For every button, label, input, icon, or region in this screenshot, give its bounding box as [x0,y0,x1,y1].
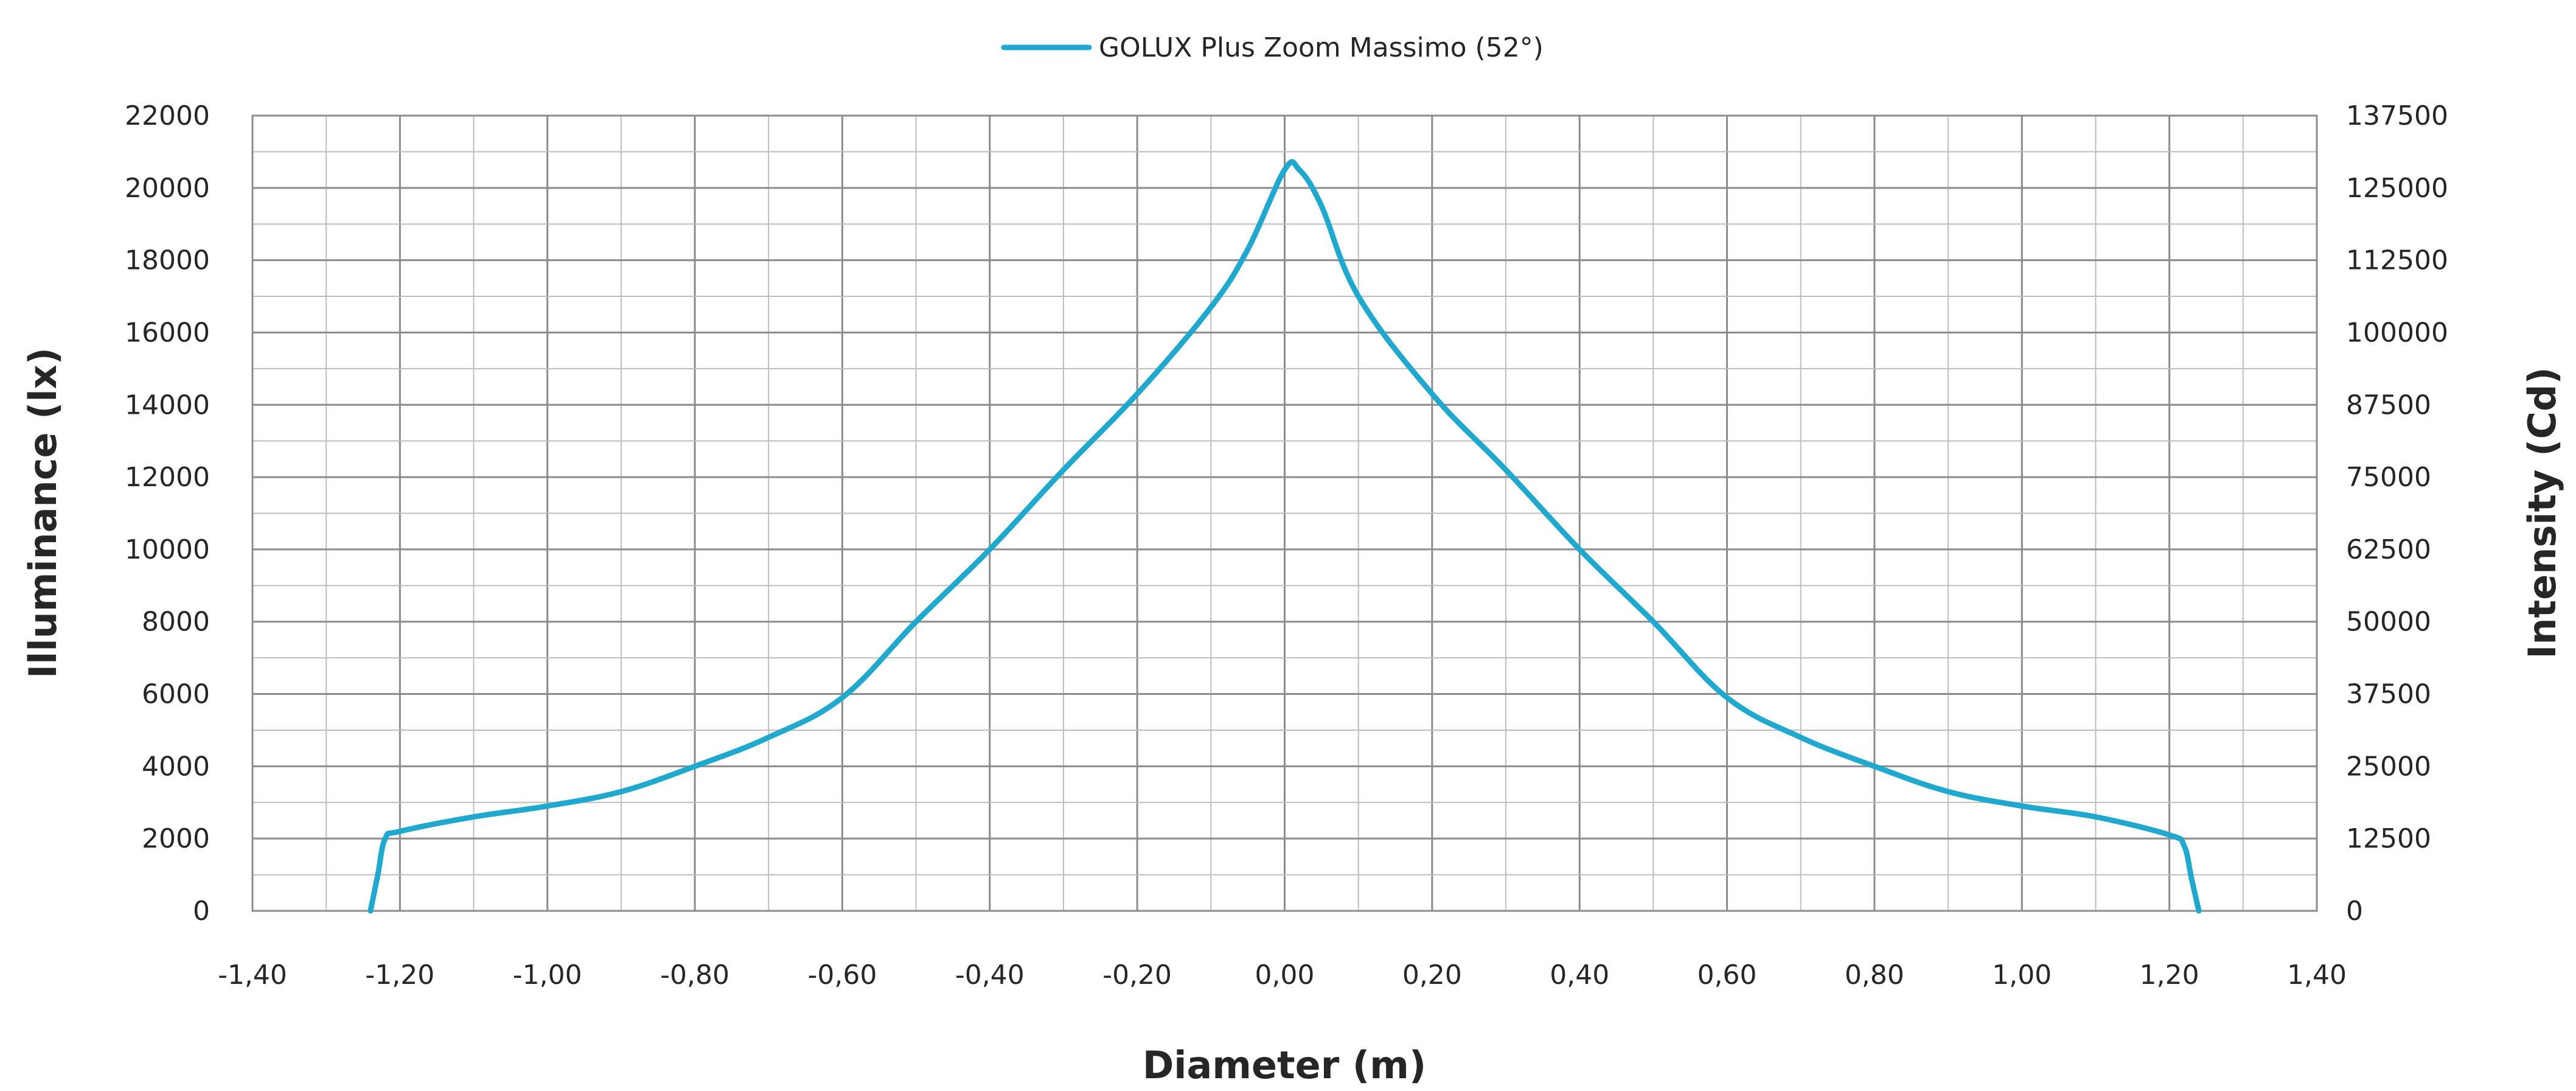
y-right-tick-label: 25000 [2346,751,2431,782]
y-left-tick-label: 14000 [125,389,210,420]
x-tick-label: 0,60 [1697,960,1757,991]
y-right-tick-label: 87500 [2346,389,2431,420]
series-layer [367,159,2202,914]
y-left-tick-label: 6000 [142,679,210,710]
y-right-tick-label: 12500 [2346,823,2431,854]
x-tick-label: 0,20 [1402,960,1462,991]
series-line [367,159,2202,914]
y-right-tick-label: 125000 [2346,173,2448,204]
y-right-tick-label: 137500 [2346,100,2448,131]
y-right-tick-label: 62500 [2346,534,2431,565]
y-left-tick-label: 20000 [125,173,210,204]
grid [251,114,2318,912]
y-left-tick-label: 12000 [125,462,210,493]
y-left-tick-label: 2000 [142,823,210,854]
y-left-tick-label: 0 [193,896,210,927]
y-right-axis-ticks: 0 12500 25000 37500 50000 62500 75000 87500 1000… [2346,100,2448,927]
y-left-tick-label: 16000 [125,317,210,348]
x-tick-label: 1,20 [2140,960,2199,991]
x-tick-label: 1,00 [1992,960,2052,991]
y-left-tick-label: 10000 [125,534,210,565]
x-tick-label: -0,20 [1102,960,1172,991]
legend: GOLUX Plus Zoom Massimo (52°) [1001,32,1544,63]
y-left-tick-label: 22000 [125,100,210,131]
y-left-axis-title: Illuminance (lx) [21,347,65,678]
y-left-tick-label: 4000 [142,751,210,782]
y-right-tick-label: 0 [2346,896,2363,927]
x-tick-label: -0,60 [807,960,877,991]
y-left-tick-label: 8000 [142,607,210,638]
y-right-tick-label: 112500 [2346,245,2448,276]
plot-area-frame [251,114,2318,912]
x-axis-title: Diameter (m) [1143,1043,1426,1087]
x-tick-label: 0,80 [1845,960,1904,991]
y-right-tick-label: 37500 [2346,679,2431,710]
y-right-tick-label: 100000 [2346,317,2448,348]
x-tick-label: 0,00 [1255,960,1315,991]
y-right-tick-label: 50000 [2346,607,2431,638]
y-left-tick-label: 18000 [125,245,210,276]
x-tick-label: -1,20 [365,960,434,991]
x-axis-ticks: -1,40 -1,20 -1,00 -0,80 -0,60 -0,40 -0,20 0,00 0… [218,960,2347,991]
y-left-axis-ticks: 0 2000 4000 6000 8000 10000 12000 14000 16000 180… [125,100,210,927]
y-right-axis-title: Intensity (Cd) [2520,367,2564,658]
y-right-tick-label: 75000 [2346,462,2431,493]
x-tick-label: 0,40 [1550,960,1609,991]
x-tick-label: -0,80 [660,960,729,991]
x-tick-label: -0,40 [955,960,1025,991]
legend-label: GOLUX Plus Zoom Massimo (52°) [1099,32,1544,63]
x-tick-label: 1,40 [2287,960,2347,991]
x-tick-label: -1,00 [513,960,582,991]
x-tick-label: -1,40 [218,960,287,991]
